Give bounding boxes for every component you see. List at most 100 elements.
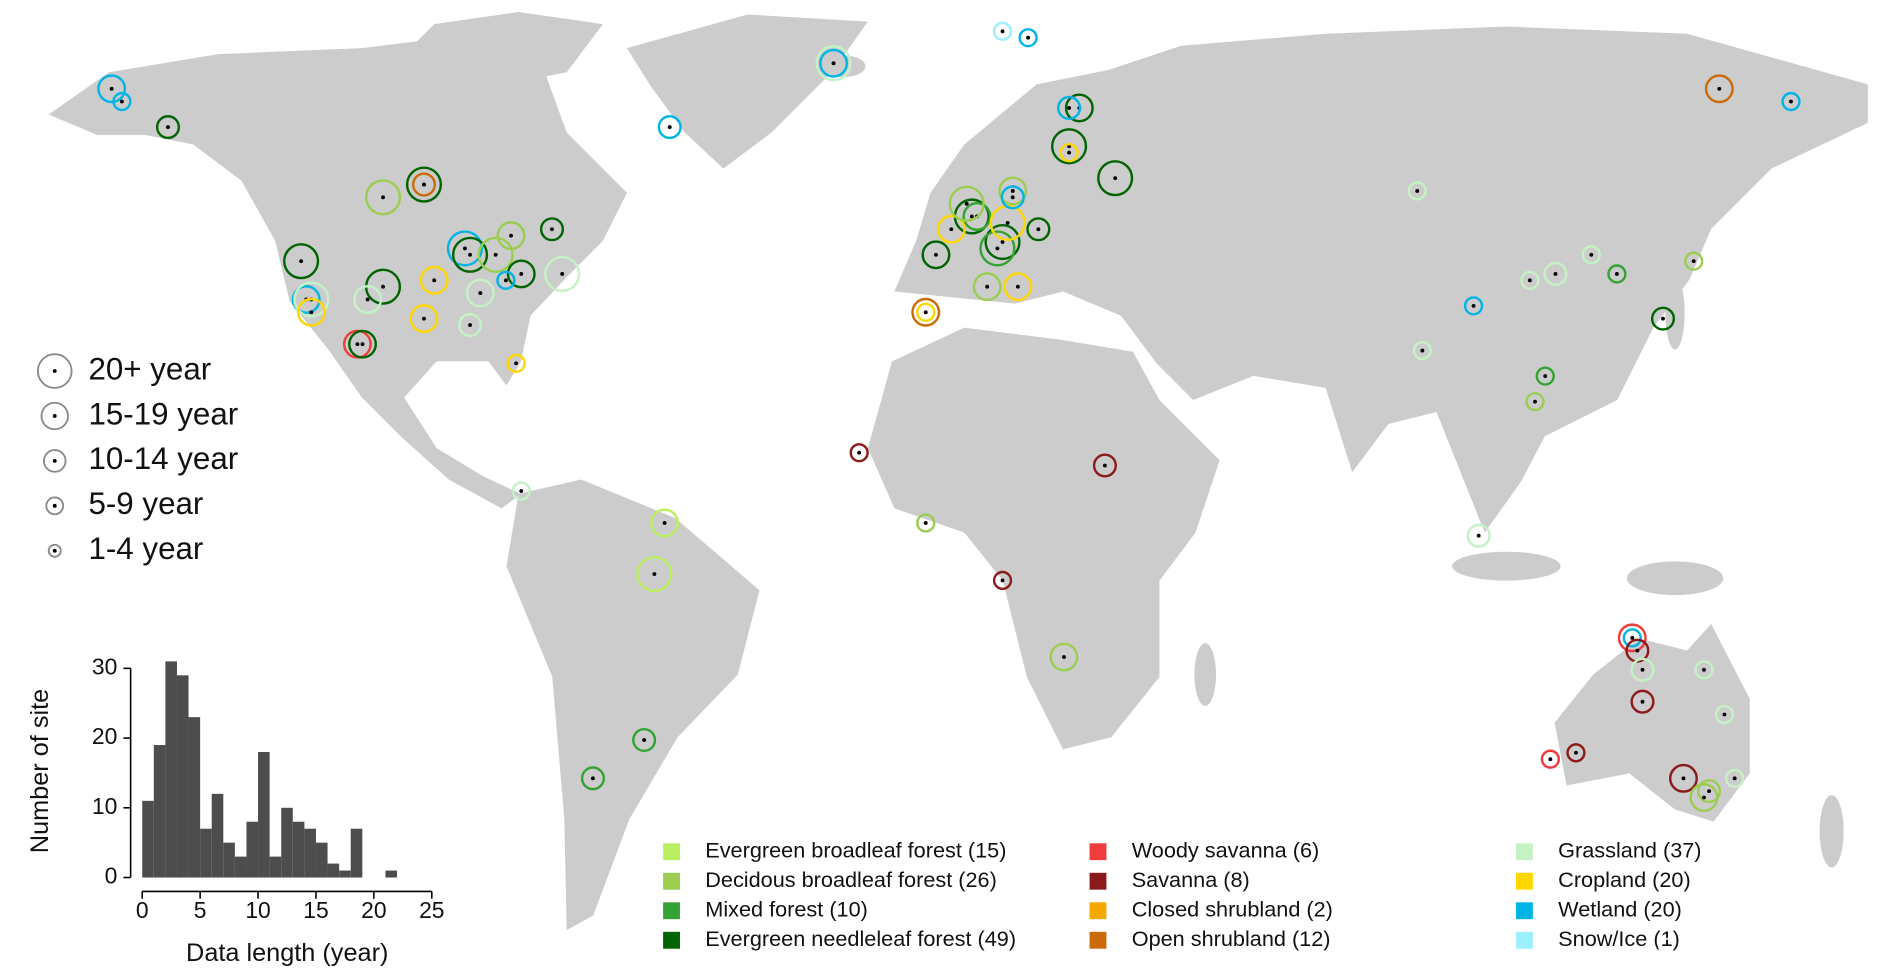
site-ring bbox=[506, 259, 536, 289]
hist-bar bbox=[142, 800, 154, 878]
site-ring bbox=[1566, 743, 1586, 763]
site-ring bbox=[1057, 95, 1082, 120]
site-ring bbox=[451, 236, 489, 273]
site-ring bbox=[353, 285, 383, 314]
site-ring bbox=[1617, 623, 1647, 653]
site-dot bbox=[1702, 667, 1706, 672]
site-ring bbox=[911, 297, 941, 327]
site-dot bbox=[1010, 195, 1015, 200]
hist-bar bbox=[153, 745, 166, 878]
hist-bar bbox=[246, 821, 259, 878]
size-legend-dot bbox=[52, 458, 57, 463]
size-legend-ring bbox=[40, 401, 69, 431]
site-ring bbox=[948, 185, 985, 222]
site-dot bbox=[591, 776, 595, 781]
site-ring bbox=[1543, 261, 1568, 286]
legend-label: Woody savanna (6) bbox=[1132, 837, 1320, 862]
size-legend-label: 20+ year bbox=[88, 351, 211, 386]
site-ring bbox=[1407, 181, 1427, 201]
site-dot bbox=[360, 342, 365, 347]
site-ring bbox=[411, 172, 437, 197]
hist-bar bbox=[200, 828, 212, 878]
site-dot bbox=[652, 572, 657, 576]
site-dot bbox=[1681, 776, 1686, 781]
site-ring bbox=[1064, 93, 1094, 123]
y-tick-label: 10 bbox=[92, 793, 117, 819]
site-dot bbox=[1000, 240, 1005, 244]
site-ring bbox=[992, 21, 1013, 41]
site-ring bbox=[293, 281, 330, 318]
site-ring bbox=[916, 302, 936, 322]
site-dot bbox=[1702, 795, 1706, 800]
site-ring bbox=[916, 513, 936, 533]
size-legend-label: 5-9 year bbox=[88, 486, 203, 521]
site-dot bbox=[1102, 463, 1107, 468]
site-dot bbox=[560, 272, 565, 276]
size-legend-ring bbox=[42, 449, 67, 473]
site-dot bbox=[365, 297, 370, 302]
site-dot bbox=[1000, 29, 1005, 34]
site-ring bbox=[1540, 749, 1560, 769]
site-dot bbox=[166, 125, 170, 130]
site-ring bbox=[962, 202, 992, 231]
y-axis-title: Number of site bbox=[26, 689, 54, 853]
site-ring bbox=[97, 74, 127, 104]
legend-label: Open shrubland (12) bbox=[1132, 926, 1331, 951]
site-ring bbox=[1412, 340, 1432, 361]
x-tick-label: 10 bbox=[245, 897, 270, 923]
site-ring bbox=[1535, 366, 1555, 386]
site-dot bbox=[1574, 750, 1578, 755]
site-dot bbox=[831, 61, 836, 66]
site-dot bbox=[667, 125, 672, 130]
watermark: CSDN @mayubins bbox=[1657, 932, 1880, 962]
size-legend-label: 1-4 year bbox=[88, 531, 203, 566]
hist-bar bbox=[165, 661, 177, 878]
site-dot bbox=[355, 342, 360, 347]
site-ring bbox=[636, 555, 673, 593]
x-axis-title: Data length (year) bbox=[186, 939, 388, 967]
site-dot bbox=[1717, 86, 1722, 91]
site-dot bbox=[1533, 399, 1537, 404]
legend-swatch bbox=[663, 843, 680, 861]
site-dot bbox=[1661, 316, 1665, 321]
site-dot bbox=[1005, 220, 1010, 225]
site-ring bbox=[1092, 453, 1117, 478]
site-dot bbox=[503, 278, 508, 283]
site-ring bbox=[992, 570, 1013, 591]
y-tick-label: 20 bbox=[92, 723, 117, 749]
site-ring bbox=[511, 481, 531, 501]
site-ring bbox=[819, 48, 849, 78]
site-dot bbox=[1732, 776, 1737, 781]
legend-swatch bbox=[1516, 843, 1533, 861]
hist-bar bbox=[269, 856, 282, 878]
size-legend-ring bbox=[36, 353, 73, 389]
hist-bar bbox=[292, 821, 305, 878]
site-dot bbox=[1589, 252, 1594, 257]
site-ring bbox=[506, 353, 526, 373]
site-ring bbox=[1630, 657, 1655, 682]
site-dot bbox=[432, 278, 437, 283]
site-dot bbox=[1000, 578, 1005, 583]
legend-label: Snow/Ice (1) bbox=[1558, 926, 1680, 951]
land bbox=[48, 12, 1868, 931]
site-dot bbox=[1026, 35, 1031, 40]
legend-label: Evergreen needleleaf forest (49) bbox=[705, 926, 1016, 951]
site-dot bbox=[1420, 348, 1425, 353]
site-ring bbox=[283, 243, 320, 280]
site-ring bbox=[1463, 296, 1484, 316]
site-ring bbox=[405, 166, 443, 203]
site-ring bbox=[1607, 264, 1627, 284]
site-ring bbox=[1650, 306, 1676, 331]
site-ring bbox=[1630, 689, 1655, 714]
site-dot bbox=[995, 246, 1000, 251]
site-ring bbox=[650, 508, 680, 538]
legend-swatch bbox=[1516, 902, 1533, 920]
site-dot bbox=[514, 361, 519, 366]
site-dot bbox=[969, 214, 974, 219]
legend-swatch bbox=[1089, 902, 1107, 920]
site-ring bbox=[409, 304, 439, 334]
site-ring bbox=[1697, 779, 1722, 804]
site-dot bbox=[1640, 667, 1645, 672]
